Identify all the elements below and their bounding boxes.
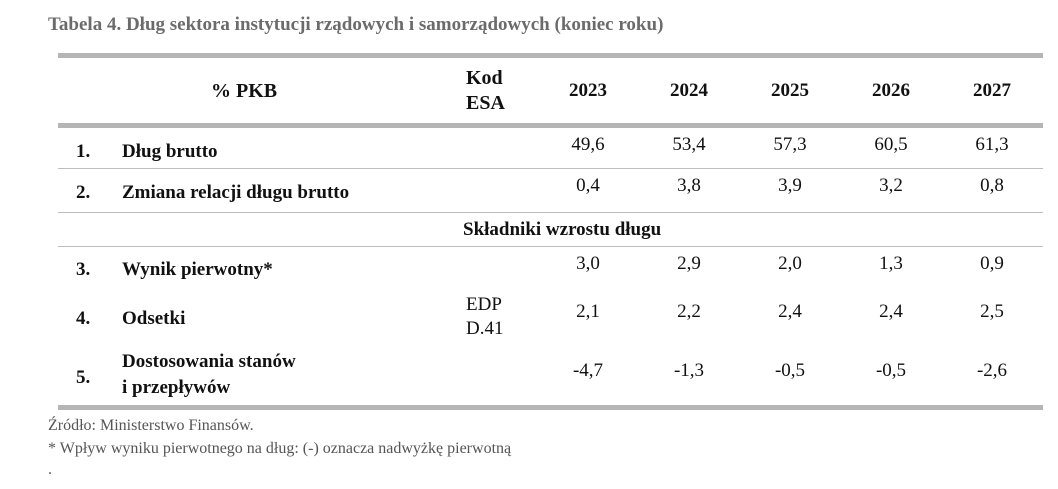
table-cell: 3,0 bbox=[576, 253, 600, 274]
table-cell: -2,6 bbox=[976, 360, 1008, 381]
table-title: Tabela 4. Dług sektora instytucji rządow… bbox=[48, 14, 664, 35]
table-cell: 3,8 bbox=[677, 175, 701, 196]
table-cell: 2,0 bbox=[778, 253, 802, 274]
row-label: Odsetki bbox=[122, 308, 186, 329]
header-rule bbox=[58, 123, 1043, 128]
header-esa-line1: Kod bbox=[466, 67, 503, 89]
table-cell: 2,5 bbox=[980, 301, 1004, 322]
footnote: * Wpływ wyniku pierwotnego na dług: (-) … bbox=[48, 440, 512, 457]
table-cell: 2,4 bbox=[879, 301, 903, 322]
row-label-line2: i przepływów bbox=[122, 377, 231, 398]
row-number: 2. bbox=[76, 182, 91, 203]
table-cell: 49,6 bbox=[571, 134, 605, 155]
row-number: 1. bbox=[76, 141, 91, 162]
table-cell: 0,8 bbox=[980, 175, 1004, 196]
top-rule bbox=[58, 53, 1043, 58]
header-pkb: % PKB bbox=[211, 80, 278, 102]
table-cell: 61,3 bbox=[975, 134, 1009, 155]
table-cell: 2,2 bbox=[677, 301, 701, 322]
table-cell: 3,9 bbox=[778, 175, 802, 196]
row-divider bbox=[58, 168, 1043, 169]
table-cell: -0,5 bbox=[774, 360, 806, 381]
header-year: 2024 bbox=[670, 80, 708, 101]
footnote-dot: . bbox=[48, 461, 52, 478]
header-esa-line2: ESA bbox=[466, 92, 505, 114]
table-cell: 60,5 bbox=[874, 134, 908, 155]
table-cell: 57,3 bbox=[773, 134, 807, 155]
row-label: Dług brutto bbox=[122, 141, 218, 162]
row-number: 5. bbox=[76, 367, 91, 388]
row-label: Wynik pierwotny* bbox=[122, 259, 273, 280]
esa-code-line2: D.41 bbox=[466, 318, 504, 339]
table-cell: 1,3 bbox=[879, 253, 903, 274]
section-heading: Składniki wzrostu długu bbox=[463, 219, 662, 240]
row-divider bbox=[58, 212, 1043, 213]
row-divider bbox=[58, 246, 1043, 247]
table-cell: 2,1 bbox=[576, 301, 600, 322]
table-cell: 3,2 bbox=[879, 175, 903, 196]
header-year: 2026 bbox=[872, 80, 910, 101]
table-cell: 0,9 bbox=[980, 253, 1004, 274]
bottom-rule bbox=[58, 405, 1043, 410]
row-label: Zmiana relacji długu brutto bbox=[122, 182, 350, 203]
table-cell: -4,7 bbox=[572, 360, 604, 381]
row-number: 3. bbox=[76, 259, 91, 280]
table-cell: -0,5 bbox=[875, 360, 907, 381]
table-cell: -1,3 bbox=[673, 360, 705, 381]
header-year: 2023 bbox=[569, 80, 607, 101]
table-cell: 2,9 bbox=[677, 253, 701, 274]
row-number: 4. bbox=[76, 308, 91, 329]
header-year: 2027 bbox=[973, 80, 1011, 101]
table-cell: 0,4 bbox=[576, 175, 600, 196]
header-year: 2025 bbox=[771, 80, 809, 101]
esa-code-line1: EDP bbox=[466, 294, 502, 315]
table-cell: 2,4 bbox=[778, 301, 802, 322]
source-note: Źródło: Ministerstwo Finansów. bbox=[48, 417, 254, 434]
table-cell: 53,4 bbox=[672, 134, 706, 155]
row-label-line1: Dostosowania stanów bbox=[122, 351, 296, 372]
